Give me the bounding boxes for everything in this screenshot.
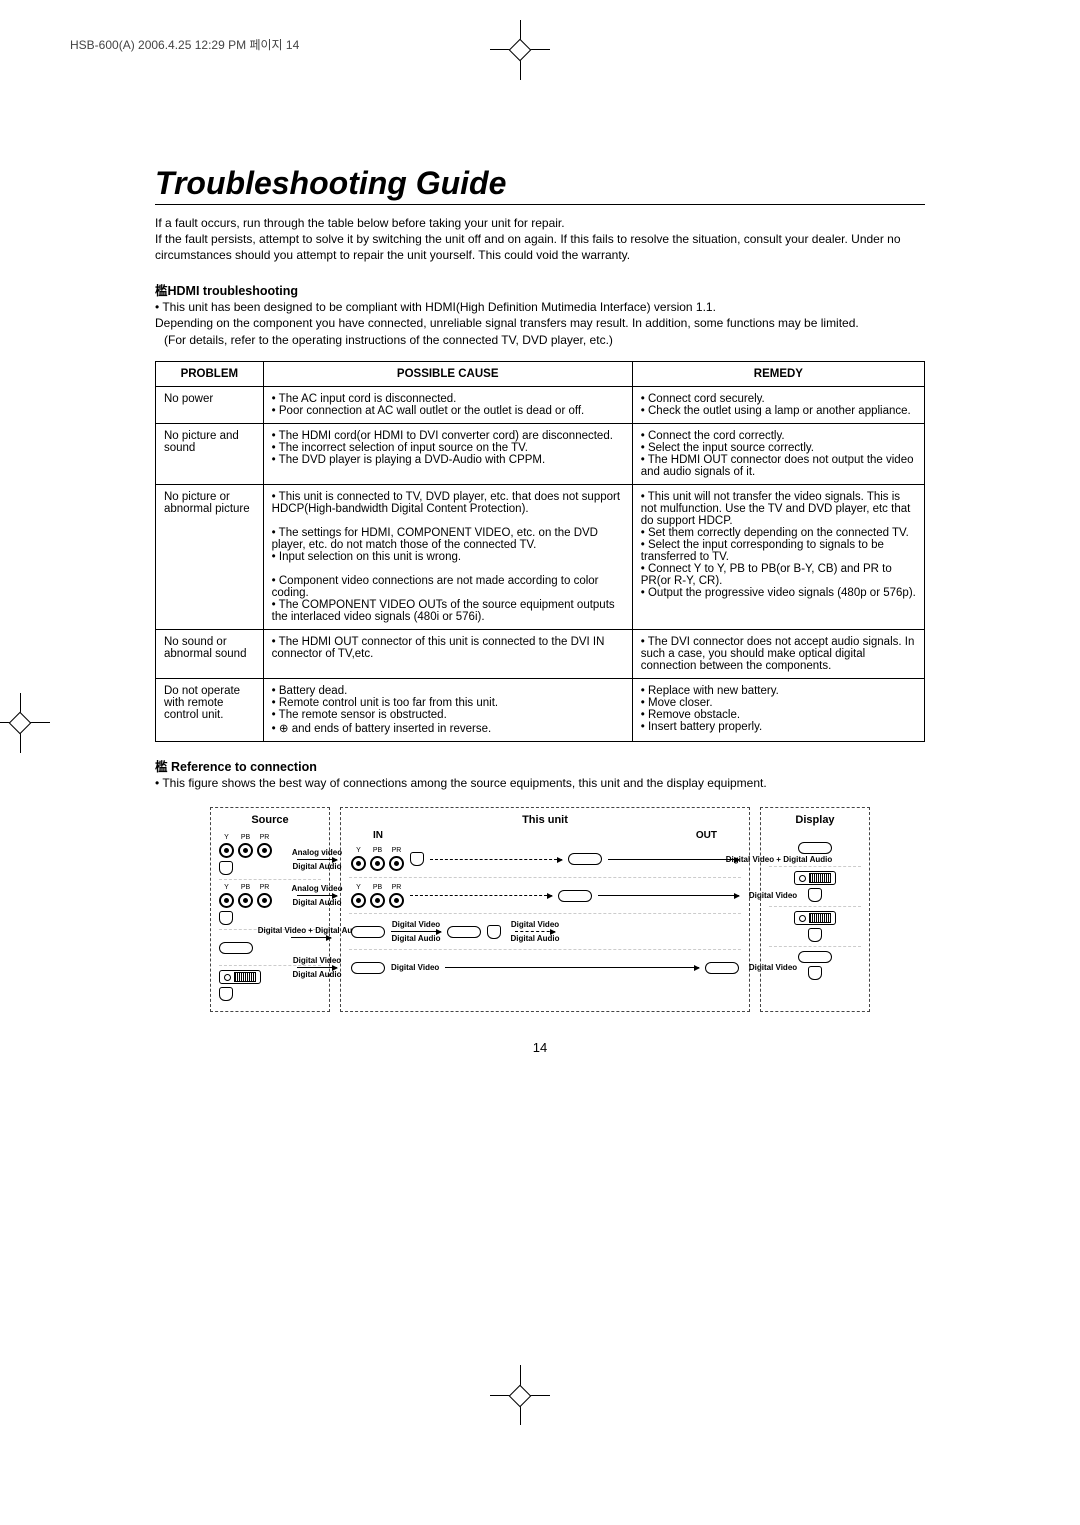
connection-diagram: Source Y PB PR Y PB PR bbox=[210, 807, 870, 1012]
optical-icon bbox=[219, 911, 233, 925]
hdmi-icon bbox=[219, 942, 253, 954]
hdmi-icon bbox=[351, 962, 385, 974]
diagram-source-box: Source Y PB PR Y PB PR bbox=[210, 807, 330, 1012]
ref-text: • This figure shows the best way of conn… bbox=[155, 775, 925, 791]
hdmi-icon bbox=[447, 926, 481, 938]
hdmi-note: (For details, refer to the operating ins… bbox=[155, 333, 925, 347]
rca-icon bbox=[238, 843, 253, 858]
table-row: No sound or abnormal sound • The HDMI OU… bbox=[156, 629, 925, 678]
hdmi-icon bbox=[798, 842, 832, 854]
diagram-label-out: OUT bbox=[696, 830, 717, 841]
cell-problem: No sound or abnormal sound bbox=[156, 629, 264, 678]
th-problem: PROBLEM bbox=[156, 361, 264, 386]
ref-heading: 槛 Reference to connection bbox=[155, 756, 925, 775]
hdmi-icon bbox=[558, 890, 592, 902]
diagram-label-display: Display bbox=[769, 814, 861, 826]
page-header-meta: HSB-600(A) 2006.4.25 12:29 PM 페이지 14 bbox=[70, 36, 299, 53]
rca-icon bbox=[219, 843, 234, 858]
rca-icon bbox=[257, 893, 272, 908]
optical-icon bbox=[410, 852, 424, 866]
title-rule bbox=[155, 204, 925, 205]
rca-icon bbox=[370, 893, 385, 908]
rca-icon bbox=[257, 843, 272, 858]
hdmi-bullets: • This unit has been designed to be comp… bbox=[155, 299, 925, 331]
optical-icon bbox=[808, 888, 822, 902]
th-remedy: REMEDY bbox=[632, 361, 924, 386]
hdmi-icon bbox=[351, 926, 385, 938]
troubleshooting-table: PROBLEM POSSIBLE CAUSE REMEDY No power •… bbox=[155, 361, 925, 742]
optical-icon bbox=[487, 925, 501, 939]
rca-icon bbox=[238, 893, 253, 908]
cell-cause: • The HDMI OUT connector of this unit is… bbox=[263, 629, 632, 678]
cell-cause: • This unit is connected to TV, DVD play… bbox=[263, 484, 632, 629]
table-row: No power • The AC input cord is disconne… bbox=[156, 386, 925, 423]
hdmi-heading: 槛HDMI troubleshooting bbox=[155, 280, 925, 299]
cell-problem: No picture and sound bbox=[156, 423, 264, 484]
th-cause: POSSIBLE CAUSE bbox=[263, 361, 632, 386]
diagram-label-in: IN bbox=[373, 830, 383, 841]
cell-cause: • Battery dead. • Remote control unit is… bbox=[263, 678, 632, 741]
crop-diamond bbox=[9, 712, 32, 735]
rca-icon bbox=[219, 893, 234, 908]
table-row: Do not operate with remote control unit.… bbox=[156, 678, 925, 741]
table-row: No picture or abnormal picture • This un… bbox=[156, 484, 925, 629]
optical-icon bbox=[219, 987, 233, 1001]
diagram-label-source: Source bbox=[219, 814, 321, 826]
hdmi-icon bbox=[568, 853, 602, 865]
diagram-display-box: Display bbox=[760, 807, 870, 1012]
cell-remedy: • Replace with new battery. • Move close… bbox=[632, 678, 924, 741]
crop-diamond bbox=[509, 1385, 532, 1408]
optical-icon bbox=[808, 928, 822, 942]
hdmi-bullet-1: This unit has been designed to be compli… bbox=[162, 300, 716, 314]
cell-problem: Do not operate with remote control unit. bbox=[156, 678, 264, 741]
hdmi-icon bbox=[705, 962, 739, 974]
page-number: 14 bbox=[155, 1040, 925, 1055]
hdmi-bullet-2: Depending on the component you have conn… bbox=[155, 316, 859, 330]
diagram-label-thisunit: This unit bbox=[349, 814, 741, 826]
table-row: No picture and sound • The HDMI cord(or … bbox=[156, 423, 925, 484]
intro-line-1: If a fault occurs, run through the table… bbox=[155, 215, 925, 231]
cell-remedy: • This unit will not transfer the video … bbox=[632, 484, 924, 629]
rca-icon bbox=[370, 856, 385, 871]
rca-icon bbox=[389, 856, 404, 871]
cell-cause: • The AC input cord is disconnected. • P… bbox=[263, 386, 632, 423]
cell-cause: • The HDMI cord(or HDMI to DVI converter… bbox=[263, 423, 632, 484]
optical-icon bbox=[219, 861, 233, 875]
rca-icon bbox=[389, 893, 404, 908]
hdmi-icon bbox=[798, 951, 832, 963]
rca-icon bbox=[351, 856, 366, 871]
intro-line-2: If the fault persists, attempt to solve … bbox=[155, 231, 925, 263]
rca-icon bbox=[351, 893, 366, 908]
dvi-icon bbox=[794, 911, 836, 925]
cell-remedy: • Connect cord securely. • Check the out… bbox=[632, 386, 924, 423]
dvi-icon bbox=[794, 871, 836, 885]
cell-remedy: • Connect the cord correctly. • Select t… bbox=[632, 423, 924, 484]
cell-problem: No picture or abnormal picture bbox=[156, 484, 264, 629]
cell-remedy: • The DVI connector does not accept audi… bbox=[632, 629, 924, 678]
crop-diamond bbox=[509, 39, 532, 62]
page-title: Troubleshooting Guide bbox=[155, 165, 925, 202]
dvi-icon bbox=[219, 970, 261, 984]
cell-problem: No power bbox=[156, 386, 264, 423]
diagram-thisunit-box: This unit IN OUT Analog video Digital Au… bbox=[340, 807, 750, 1012]
optical-icon bbox=[808, 966, 822, 980]
